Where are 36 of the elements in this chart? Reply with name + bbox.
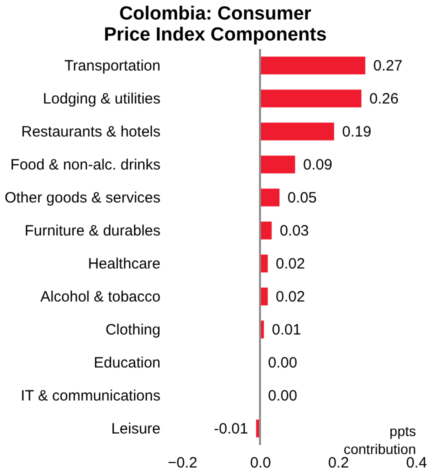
y-tick-label: Healthcare <box>88 256 160 272</box>
y-tick-label: Lodging & utilities <box>42 90 160 108</box>
bar <box>260 56 366 74</box>
y-tick-label: Leisure <box>111 420 160 438</box>
x-tick-label: 0.4 <box>406 454 427 472</box>
y-tick-label: Restaurants & hotels <box>21 124 160 140</box>
data-label: 0.02 <box>276 256 306 272</box>
y-tick-label: Clothing <box>105 322 160 338</box>
bar <box>260 222 272 240</box>
data-label: 0.05 <box>288 190 317 206</box>
data-label: 0.09 <box>303 156 332 174</box>
bar <box>260 188 280 206</box>
data-label: 0.02 <box>276 288 306 306</box>
data-label: 0.19 <box>342 124 372 140</box>
data-label: 0.27 <box>373 58 403 74</box>
data-label: 0.00 <box>268 354 298 372</box>
data-label: -0.01 <box>214 420 248 438</box>
data-label: 0.26 <box>369 90 399 108</box>
annotation: ppts contribution <box>344 423 416 457</box>
chart-title: Colombia: Consumer Price Index Components <box>104 3 327 46</box>
y-tick-label: Food & non-alc. drinks <box>10 156 160 174</box>
data-label: 0.03 <box>280 222 309 240</box>
x-tick-label: 0.0 <box>250 454 271 472</box>
data-label: 0.01 <box>272 322 302 338</box>
y-tick-label: Education <box>94 354 160 372</box>
y-tick-label: IT & communications <box>20 388 160 404</box>
y-tick-label: Furniture & durables <box>24 222 160 240</box>
y-tick-label: Alcohol & tobacco <box>40 288 160 306</box>
bar <box>260 156 296 174</box>
y-tick-label: Transportation <box>64 58 160 74</box>
bar <box>260 122 334 140</box>
y-tick-label: Other goods & services <box>4 190 160 206</box>
bar <box>260 90 362 108</box>
data-label: 0.00 <box>268 388 298 404</box>
x-tick-label: 0.2 <box>328 454 349 472</box>
x-tick-label: −0.2 <box>168 454 198 472</box>
